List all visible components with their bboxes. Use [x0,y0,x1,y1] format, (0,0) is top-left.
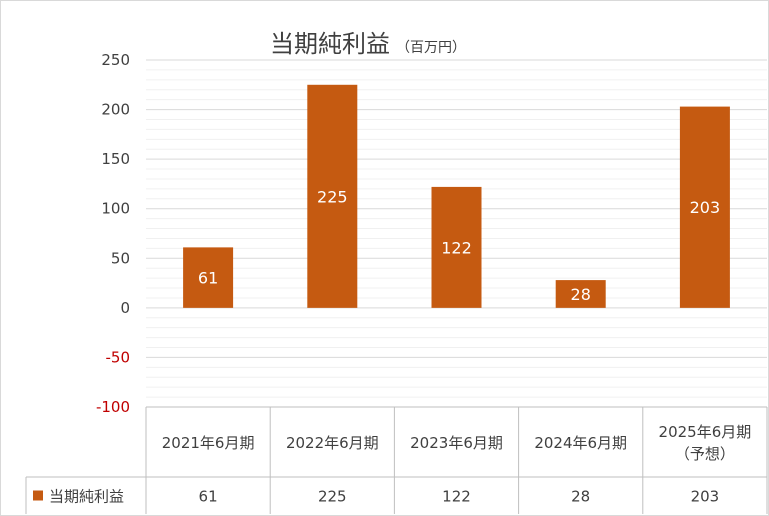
bar-data-label: 203 [690,198,721,217]
y-tick-label: -100 [96,398,130,416]
x-category-label: 2025年6月期 [659,423,752,441]
chart-title: 当期純利益 （百万円） [270,24,466,59]
legend-label: 当期純利益 [49,488,124,506]
bar [183,247,234,308]
table-value: 225 [318,488,347,506]
table-value: 28 [571,488,590,506]
x-category-label: （予想） [675,445,735,463]
bar-data-label: 28 [571,285,591,304]
bar-data-label: 225 [317,187,348,206]
y-tick-label: 0 [120,299,130,317]
bar [431,186,482,308]
x-category-label: 2023年6月期 [410,434,503,452]
table-value: 203 [691,488,720,506]
bar [555,280,606,308]
bar [307,84,358,308]
bar-data-label: 122 [441,238,472,257]
y-tick-label: 200 [101,101,130,119]
table-value: 61 [199,488,218,506]
y-tick-label: 250 [101,51,130,69]
table-value: 122 [442,488,471,506]
y-tick-label: 50 [111,249,130,267]
y-tick-label: 100 [101,200,130,218]
y-tick-label: -50 [106,348,131,366]
chart-title-text: 当期純利益 [270,30,390,58]
legend-swatch [33,490,43,501]
bar [679,106,730,308]
x-category-label: 2024年6月期 [534,434,627,452]
x-category-label: 2021年6月期 [162,434,255,452]
chart-title-unit: （百万円） [396,40,466,56]
x-category-label: 2022年6月期 [286,434,379,452]
y-tick-label: 150 [101,150,130,168]
bar-data-label: 61 [198,269,218,288]
